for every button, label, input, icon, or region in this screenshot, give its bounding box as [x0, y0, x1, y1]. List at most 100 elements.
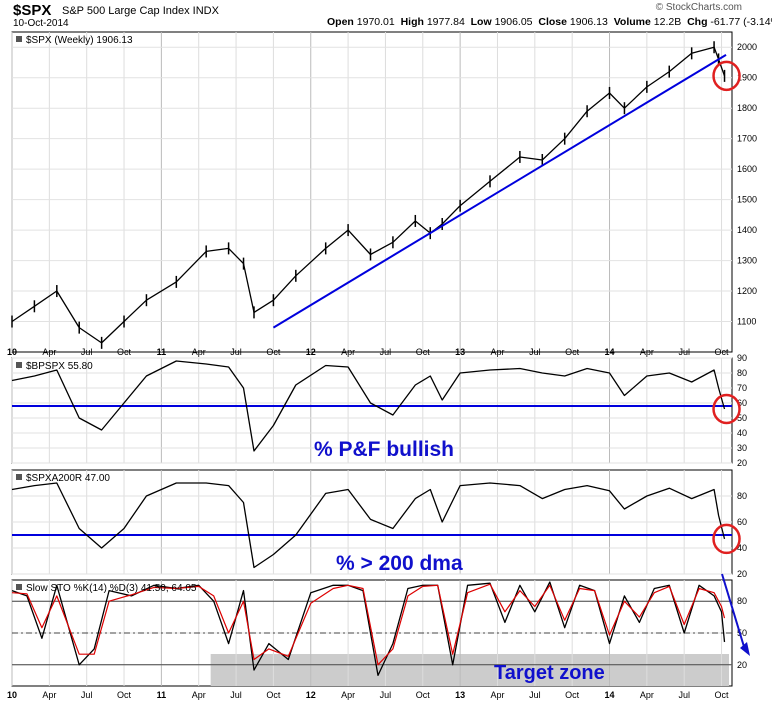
y-tick-label: 2000 — [737, 42, 757, 52]
highlight-circle — [712, 60, 741, 92]
x-tick-label: 13 — [455, 347, 465, 357]
trendline — [272, 54, 727, 329]
y-tick-label: 1300 — [737, 256, 757, 266]
annotation-200dma: % > 200 dma — [336, 552, 463, 575]
y-tick-label: 1400 — [737, 225, 757, 235]
close-label: Close — [538, 16, 567, 28]
open-label: Open — [327, 16, 354, 28]
y-tick-label: 60 — [737, 517, 747, 527]
x-tick-label: 11 — [157, 347, 167, 357]
symbol-label: $SPX — [13, 2, 52, 19]
x-tick-label: Jul — [230, 347, 242, 357]
panel-title: $SPX (Weekly) 1906.13 — [26, 35, 133, 46]
y-tick-label: 60 — [737, 398, 747, 408]
y-tick-label: 50 — [737, 413, 747, 423]
x-tick-label: Jul — [380, 347, 392, 357]
chg-label: Chg — [687, 16, 708, 28]
y-tick-label: 1700 — [737, 134, 757, 144]
x-tick-label: Apr — [192, 690, 206, 700]
x-tick-label: 14 — [605, 347, 615, 357]
x-tick-label: Oct — [416, 690, 431, 700]
volume-label: Volume — [613, 16, 651, 28]
panel-title: Slow STO %K(14) %D(3) 41.50, 64.05 — [26, 583, 197, 594]
low-value: 1906.05 — [494, 16, 533, 28]
panel-title: $SPXA200R 47.00 — [26, 473, 110, 484]
highlight-circle — [712, 523, 741, 555]
panel-title: $BPSPX 55.80 — [26, 361, 93, 372]
x-tick-label: Apr — [42, 347, 56, 357]
y-tick-label: 1100 — [737, 317, 756, 327]
y-tick-label: 90 — [737, 353, 747, 363]
ohlc-readout: Open 1970.01 High 1977.84 Low 1906.05 Cl… — [327, 16, 772, 28]
high-label: High — [400, 16, 424, 28]
downtrend-arrow — [721, 573, 746, 651]
x-tick-label: Jul — [529, 347, 541, 357]
chart-header: $SPX S&P 500 Large Cap Index INDX 10-Oct… — [0, 0, 772, 30]
legend-marker — [16, 584, 22, 590]
x-tick-label: Oct — [266, 347, 281, 357]
arrow-head — [740, 642, 750, 656]
annotation-target-zone: Target zone — [494, 662, 605, 684]
x-tick-label: Jul — [81, 347, 93, 357]
x-tick-label: Oct — [715, 347, 730, 357]
series-line-d3 — [11, 583, 726, 666]
chart-date: 10-Oct-2014 — [13, 18, 69, 29]
x-tick-label: Apr — [490, 347, 504, 357]
y-tick-label: 1500 — [737, 195, 757, 205]
x-tick-label: Oct — [117, 347, 132, 357]
y-tick-label: 20 — [737, 660, 747, 670]
y-tick-label: 70 — [737, 383, 747, 393]
x-tick-label: Jul — [81, 690, 93, 700]
legend-marker — [16, 474, 22, 480]
high-value: 1977.84 — [426, 16, 465, 28]
y-tick-label: 1900 — [737, 73, 757, 83]
x-tick-label: Oct — [715, 690, 730, 700]
close-value: 1906.13 — [569, 16, 608, 28]
series-line-bpspx — [11, 360, 726, 452]
x-tick-label: Jul — [678, 347, 690, 357]
y-tick-label: 80 — [737, 596, 747, 606]
x-tick-label: Jul — [380, 690, 392, 700]
x-tick-label: Oct — [117, 690, 132, 700]
legend-marker — [16, 362, 22, 368]
y-tick-label: 40 — [737, 428, 747, 438]
panel-frame-0 — [11, 31, 733, 353]
x-tick-label: Apr — [341, 690, 355, 700]
x-tick-label: 11 — [157, 690, 167, 700]
y-tick-label: 40 — [737, 543, 747, 553]
y-tick-label: 30 — [737, 443, 747, 453]
annotation-pf-bullish: % P&F bullish — [314, 438, 454, 461]
x-tick-label: 10 — [7, 690, 17, 700]
highlight-circle — [712, 393, 741, 425]
x-tick-label: Apr — [640, 347, 654, 357]
x-tick-label: 14 — [605, 690, 615, 700]
index-name: S&P 500 Large Cap Index INDX — [62, 5, 219, 17]
x-tick-label: Oct — [266, 690, 281, 700]
low-label: Low — [470, 16, 492, 28]
x-tick-label: 10 — [7, 347, 17, 357]
legend-marker — [16, 36, 22, 42]
series-line-spx — [11, 46, 726, 344]
x-tick-label: Oct — [416, 347, 431, 357]
x-tick-label: 12 — [306, 690, 316, 700]
open-value: 1970.01 — [356, 16, 395, 28]
y-tick-label: 1800 — [737, 103, 757, 113]
x-tick-label: Jul — [678, 690, 690, 700]
x-tick-label: Jul — [529, 690, 541, 700]
x-tick-label: Apr — [192, 347, 206, 357]
chg-value: -61.77 (-3.14%) — [710, 16, 772, 28]
y-tick-label: 1600 — [737, 164, 757, 174]
x-tick-label: Apr — [490, 690, 504, 700]
series-line-spxa200r — [11, 482, 726, 569]
x-tick-label: Apr — [640, 690, 654, 700]
y-tick-label: 20 — [737, 458, 747, 468]
volume-value: 12.2B — [653, 16, 682, 28]
target-zone-band — [210, 654, 730, 686]
x-tick-label: Jul — [230, 690, 242, 700]
y-tick-label: 20 — [737, 569, 747, 579]
x-tick-label: Oct — [565, 347, 580, 357]
y-tick-label: 1200 — [737, 286, 757, 296]
x-tick-label: Apr — [341, 347, 355, 357]
x-tick-label: 13 — [455, 690, 465, 700]
